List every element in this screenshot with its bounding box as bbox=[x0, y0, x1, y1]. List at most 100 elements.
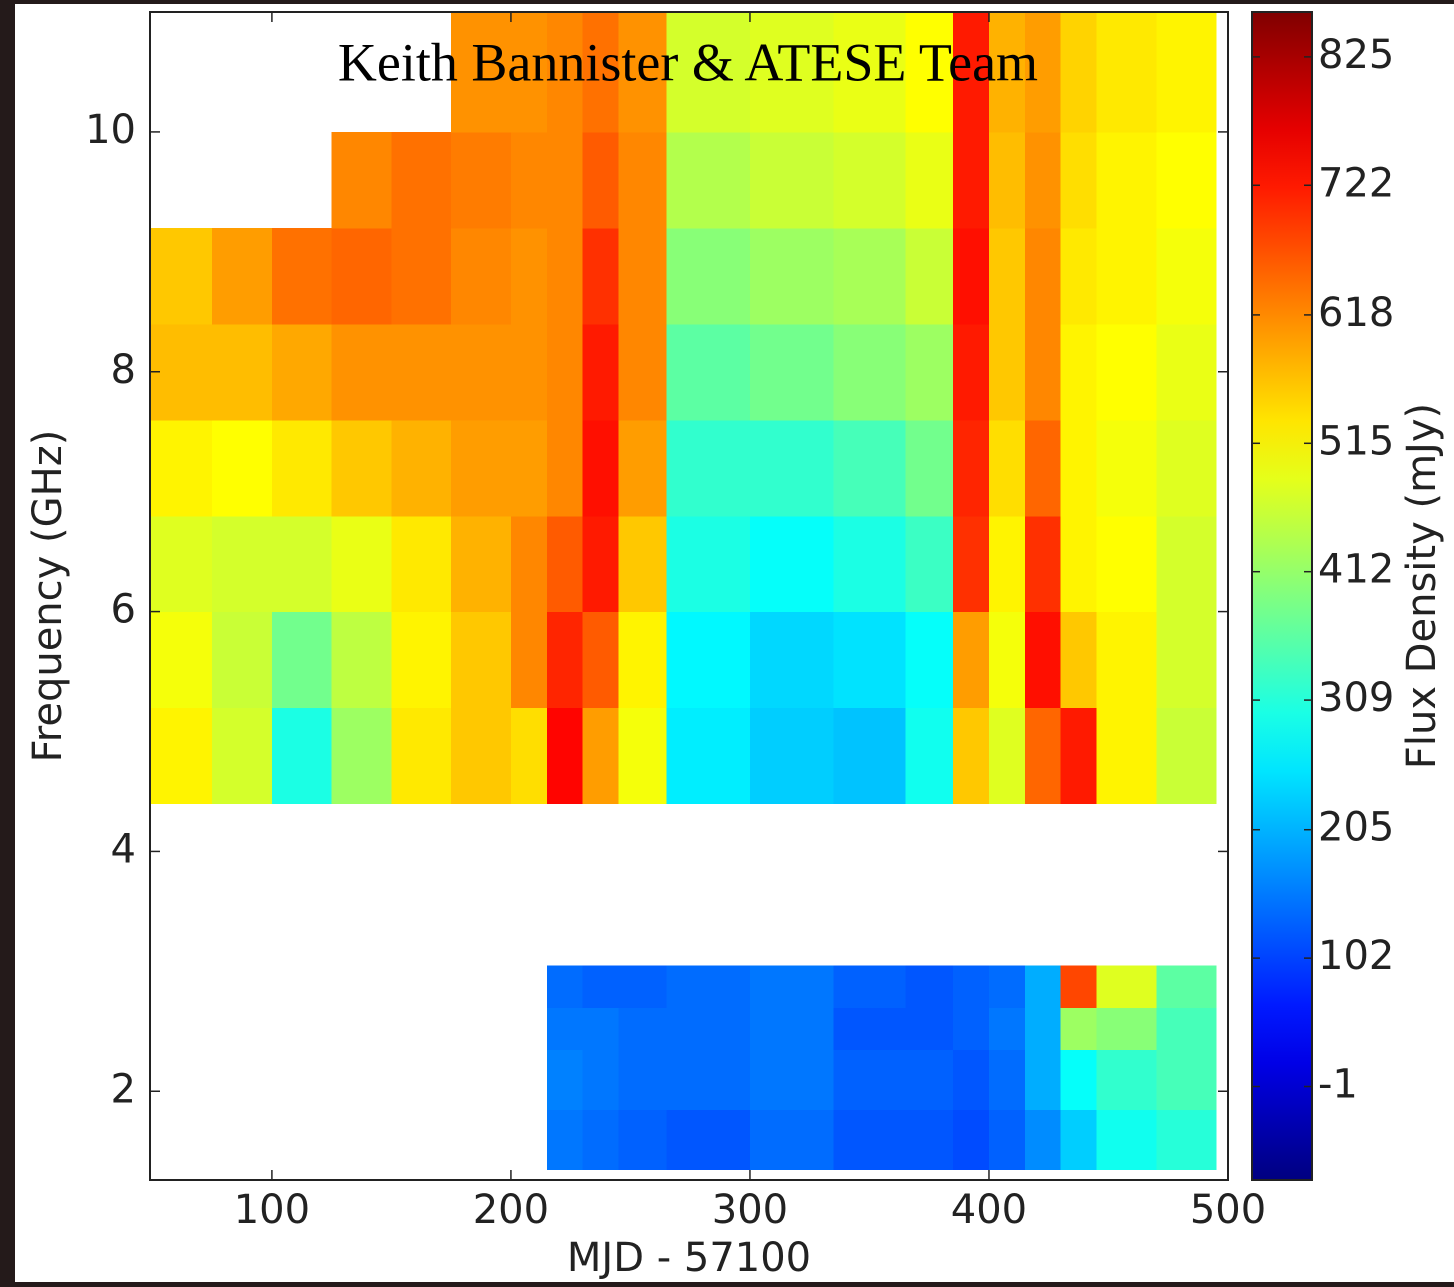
heatmap-cell bbox=[331, 515, 393, 613]
heatmap-cell bbox=[582, 131, 620, 229]
heatmap-cell bbox=[331, 419, 393, 517]
heatmap-cell bbox=[1096, 131, 1157, 229]
colorbar-tick-label: 309 bbox=[1318, 675, 1394, 721]
heatmap-cell bbox=[988, 419, 1026, 517]
heatmap-cell bbox=[618, 1049, 667, 1110]
heatmap-cell bbox=[1060, 515, 1098, 613]
heatmap-cell bbox=[1096, 1109, 1157, 1170]
x-tick-label: 500 bbox=[1190, 1187, 1266, 1233]
heatmap-cell bbox=[988, 965, 1026, 1008]
heatmap-cell bbox=[150, 611, 213, 709]
heatmap-cell bbox=[510, 611, 548, 709]
heatmap-cell bbox=[546, 1109, 584, 1170]
colorbar-tick-label: 412 bbox=[1318, 547, 1394, 593]
heatmap-cell bbox=[1024, 1049, 1062, 1110]
heatmap-cell bbox=[1024, 12, 1062, 133]
heatmap-cell bbox=[391, 323, 452, 421]
heatmap-cell bbox=[150, 515, 213, 613]
heatmap-cell bbox=[331, 611, 393, 709]
heatmap-cell bbox=[953, 611, 990, 709]
heatmap-cell bbox=[271, 323, 333, 421]
heatmap-cell bbox=[582, 611, 620, 709]
heatmap-cell bbox=[391, 419, 452, 517]
heatmap-cell bbox=[666, 419, 751, 517]
heatmap-cell bbox=[271, 515, 333, 613]
heatmap-cell bbox=[666, 1109, 751, 1170]
heatmap-cell bbox=[582, 1109, 620, 1170]
heatmap-cell bbox=[1096, 12, 1157, 133]
x-tick-label: 300 bbox=[712, 1187, 788, 1233]
x-tick-label: 200 bbox=[473, 1187, 549, 1233]
heatmap-cell bbox=[905, 419, 954, 517]
heatmap-cell bbox=[1060, 227, 1098, 325]
heatmap-cell bbox=[546, 1049, 584, 1110]
heatmap-cell bbox=[1060, 965, 1098, 1008]
heatmap-cell bbox=[331, 707, 393, 805]
heatmap-cell bbox=[1060, 1109, 1098, 1170]
heatmap-cell bbox=[582, 323, 620, 421]
heatmap-cell bbox=[582, 419, 620, 517]
heatmap-cell bbox=[546, 707, 584, 805]
heatmap-cell bbox=[212, 323, 273, 421]
heatmap-cell bbox=[905, 12, 954, 133]
heatmap-cell bbox=[451, 227, 512, 325]
heatmap-cell bbox=[546, 1007, 584, 1050]
heatmap-cell bbox=[833, 323, 906, 421]
heatmap-cell bbox=[1156, 1049, 1217, 1110]
heatmap-cell bbox=[271, 419, 333, 517]
colorbar-label: Flux Density (mJy) bbox=[1399, 403, 1445, 769]
colorbar-tick-label: 722 bbox=[1318, 160, 1394, 206]
heatmap-cell bbox=[666, 131, 751, 229]
heatmap-cell bbox=[1024, 1007, 1062, 1050]
heatmap-cell bbox=[1060, 12, 1098, 133]
heatmap-cell bbox=[510, 323, 548, 421]
heatmap-cell bbox=[618, 965, 667, 1008]
heatmap-cell bbox=[451, 323, 512, 421]
colorbar-tick-label: 825 bbox=[1318, 32, 1394, 78]
heatmap bbox=[150, 12, 1217, 1170]
colorbar-tick-label: 205 bbox=[1318, 805, 1394, 851]
heatmap-cell bbox=[510, 515, 548, 613]
heatmap-cell bbox=[1024, 611, 1062, 709]
heatmap-cell bbox=[451, 515, 512, 613]
heatmap-cell bbox=[618, 12, 667, 133]
heatmap-cell bbox=[618, 131, 667, 229]
heatmap-cell bbox=[618, 515, 667, 613]
heatmap-cell bbox=[1156, 323, 1217, 421]
heatmap-cell bbox=[749, 1049, 835, 1110]
heatmap-cell bbox=[749, 611, 835, 709]
heatmap-cell bbox=[905, 1049, 954, 1110]
heatmap-cell bbox=[833, 131, 906, 229]
heatmap-cell bbox=[1156, 131, 1217, 229]
heatmap-cell bbox=[1024, 965, 1062, 1008]
heatmap-cell bbox=[510, 707, 548, 805]
heatmap-cell bbox=[905, 131, 954, 229]
heatmap-cell bbox=[988, 131, 1026, 229]
heatmap-cell bbox=[749, 12, 835, 133]
heatmap-cell bbox=[618, 323, 667, 421]
heatmap-cell bbox=[1060, 611, 1098, 709]
heatmap-cell bbox=[749, 323, 835, 421]
heatmap-cell bbox=[212, 419, 273, 517]
heatmap-cell bbox=[150, 323, 213, 421]
heatmap-cell bbox=[212, 515, 273, 613]
colorbar-tick-label: -1 bbox=[1318, 1062, 1358, 1108]
heatmap-cell bbox=[1060, 323, 1098, 421]
heatmap-cell bbox=[582, 12, 620, 133]
heatmap-cell bbox=[953, 1007, 990, 1050]
heatmap-cell bbox=[953, 1049, 990, 1110]
heatmap-cell bbox=[150, 227, 213, 325]
heatmap-cell bbox=[1024, 515, 1062, 613]
heatmap-cell bbox=[953, 1109, 990, 1170]
heatmap-cell bbox=[1060, 1007, 1098, 1050]
heatmap-cell bbox=[749, 515, 835, 613]
heatmap-cell bbox=[833, 1007, 906, 1050]
heatmap-cell bbox=[1096, 323, 1157, 421]
heatmap-cell bbox=[988, 515, 1026, 613]
heatmap-cell bbox=[1156, 419, 1217, 517]
heatmap-cell bbox=[618, 611, 667, 709]
heatmap-cell bbox=[833, 965, 906, 1008]
heatmap-cell bbox=[666, 1007, 751, 1050]
heatmap-cell bbox=[666, 611, 751, 709]
heatmap-cell bbox=[546, 131, 584, 229]
